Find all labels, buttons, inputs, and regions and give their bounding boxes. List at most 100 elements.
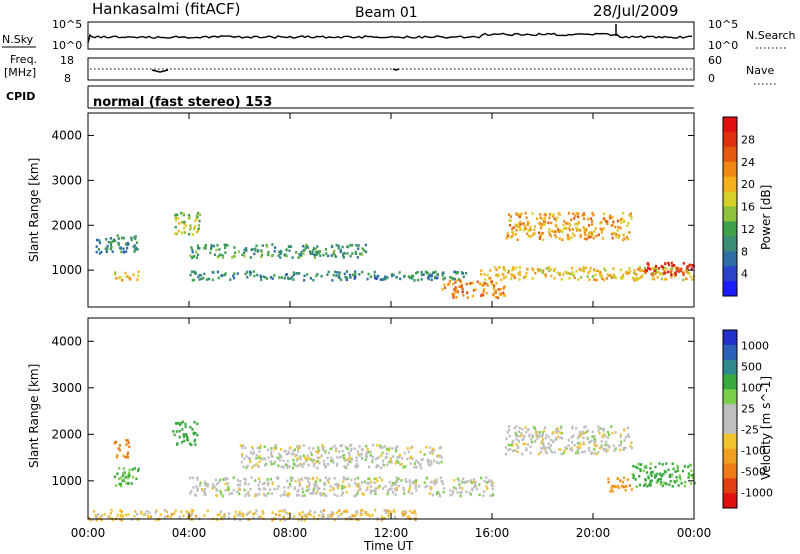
echo-cell	[557, 212, 560, 215]
echo-cell	[414, 517, 417, 520]
echo-cell	[567, 444, 570, 447]
echo-cell	[590, 451, 593, 454]
echo-cell	[276, 477, 279, 480]
echo-cell	[278, 510, 281, 513]
echo-cell	[309, 277, 312, 280]
echo-cell	[663, 271, 666, 275]
echo-cell	[543, 220, 547, 224]
echo-cell	[560, 427, 563, 430]
echo-cell	[487, 480, 491, 483]
echo-cell	[140, 511, 143, 515]
echo-cell	[175, 232, 178, 236]
echo-cell	[181, 440, 184, 444]
echo-cell	[493, 284, 496, 287]
echo-cell	[333, 270, 337, 274]
echo-cell	[183, 226, 186, 230]
echo-cell	[622, 276, 625, 279]
echo-cell	[361, 247, 364, 250]
echo-cell	[336, 271, 339, 274]
echo-cell	[336, 456, 339, 459]
echo-cell	[267, 483, 270, 487]
colorbar-segment	[723, 478, 737, 494]
echo-cell	[211, 483, 214, 486]
freq-label-2: [MHz]	[4, 66, 36, 79]
echo-cell	[436, 490, 439, 494]
echo-cell	[577, 215, 580, 219]
echo-cell	[605, 450, 608, 453]
echo-cell	[254, 249, 257, 252]
echo-cell	[344, 465, 347, 469]
echo-cell	[426, 458, 429, 462]
echo-cell	[687, 476, 690, 479]
echo-cell	[469, 282, 472, 285]
echo-cell	[343, 459, 347, 462]
echo-cell	[582, 213, 586, 217]
echo-cell	[680, 482, 683, 485]
echo-cell	[351, 514, 354, 517]
echo-cell	[120, 484, 123, 488]
echo-cell	[378, 484, 381, 488]
echo-cell	[663, 269, 666, 273]
echo-cell	[358, 273, 361, 276]
echo-cell	[454, 286, 457, 290]
echo-cell	[251, 445, 254, 449]
echo-cell	[342, 256, 345, 259]
echo-cell	[390, 274, 394, 278]
echo-cell	[638, 266, 641, 269]
echo-cell	[524, 227, 527, 231]
cpid-panel: CPID normal (fast stereo) 153	[6, 85, 694, 110]
echo-cell	[216, 270, 219, 274]
echo-cell	[541, 438, 544, 441]
echo-cell	[590, 220, 594, 223]
echo-cell	[221, 254, 224, 258]
echo-cell	[387, 512, 390, 516]
echo-cell	[575, 451, 578, 455]
echo-cell	[529, 445, 532, 449]
echo-cell	[359, 487, 362, 491]
echo-cell	[382, 459, 385, 463]
echo-cell	[365, 453, 368, 456]
echo-cell	[519, 223, 522, 226]
echo-cell	[245, 492, 248, 496]
echo-cell	[298, 481, 301, 485]
echo-cell	[348, 453, 351, 457]
echo-cell	[378, 476, 381, 479]
echo-cell	[512, 266, 515, 269]
echo-cell	[510, 277, 513, 281]
echo-cell	[515, 443, 518, 446]
echo-cell	[586, 275, 589, 278]
echo-cell	[111, 250, 114, 253]
echo-cell	[241, 514, 244, 518]
echo-cell	[589, 217, 592, 220]
echo-cell	[339, 513, 342, 516]
echo-cell	[301, 494, 304, 498]
echo-cell	[88, 516, 91, 520]
echo-cell	[609, 274, 612, 277]
echo-cell	[395, 488, 399, 492]
echo-cell	[127, 476, 130, 480]
echo-cell	[222, 478, 225, 481]
echo-cell	[343, 272, 346, 276]
echo-cell	[119, 276, 122, 279]
echo-cell	[195, 256, 198, 260]
echo-cell	[263, 445, 266, 449]
echo-cell	[453, 288, 456, 291]
echo-cell	[369, 489, 372, 492]
echo-cell	[514, 232, 518, 236]
echo-cell	[582, 266, 586, 269]
echo-cell	[109, 237, 112, 240]
echo-cell	[593, 435, 596, 438]
echo-cell	[341, 484, 344, 488]
echo-cell	[262, 493, 266, 496]
echo-cell	[540, 441, 543, 445]
echo-cell	[512, 226, 515, 229]
echo-cell	[478, 483, 481, 486]
echo-cell	[271, 277, 274, 280]
echo-cell	[632, 476, 635, 480]
echo-cell	[249, 460, 252, 463]
colorbar-segment	[723, 448, 737, 464]
echo-cell	[195, 485, 198, 488]
echo-cell	[572, 212, 575, 216]
echo-cell	[437, 461, 441, 465]
echo-cell	[532, 268, 535, 272]
